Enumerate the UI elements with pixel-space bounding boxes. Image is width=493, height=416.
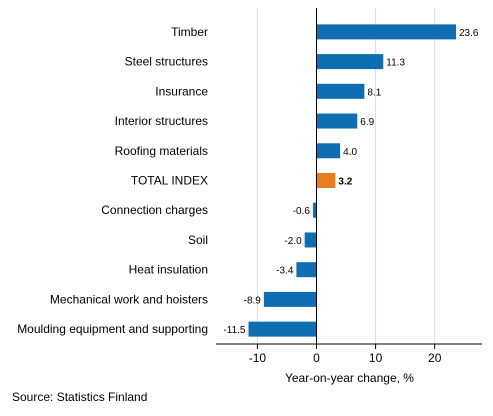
bar	[316, 113, 358, 129]
data-label: 3.2	[338, 177, 352, 188]
bar	[316, 24, 456, 40]
category-label: Soil	[188, 233, 208, 247]
category-label: Heat insulation	[129, 263, 208, 277]
x-tick-label: 20	[428, 351, 442, 365]
bar	[248, 321, 317, 337]
data-label: -2.0	[284, 236, 302, 247]
x-tick-label: 10	[369, 351, 383, 365]
bar	[304, 232, 317, 248]
data-label: -8.9	[244, 295, 262, 306]
bars	[248, 24, 456, 337]
bar-chart: Timber Steel structures Insurance Interior …	[17, 8, 482, 385]
data-label: 4.0	[343, 147, 357, 158]
data-label: 11.3	[386, 58, 405, 69]
bar	[296, 262, 317, 278]
bar	[316, 143, 341, 159]
category-label: Mechanical work and hoisters	[50, 292, 208, 306]
data-label: 23.6	[459, 28, 479, 39]
source-note: Source: Statistics Finland	[12, 390, 148, 404]
bar	[316, 54, 384, 70]
bar	[263, 291, 317, 307]
bar	[316, 83, 365, 99]
x-axis: -10 0 10 20	[216, 343, 482, 365]
data-label: 8.1	[367, 87, 381, 98]
category-label: Timber	[171, 25, 208, 39]
category-labels: Timber Steel structures Insurance Interior …	[17, 25, 208, 336]
category-label: Connection charges	[101, 203, 208, 217]
x-tick-label: 0	[313, 351, 320, 365]
x-axis-title: Year-on-year change, %	[285, 371, 414, 385]
category-label: Moulding equipment and supporting	[17, 322, 208, 336]
category-label: Roofing materials	[115, 144, 208, 158]
category-label: TOTAL INDEX	[131, 174, 208, 188]
category-label: Steel structures	[125, 55, 208, 69]
category-label: Insurance	[155, 84, 208, 98]
data-label: -0.6	[293, 206, 311, 217]
data-label: -11.5	[223, 325, 245, 336]
data-label: 6.9	[360, 117, 374, 128]
x-tick-label: -10	[249, 351, 267, 365]
category-label: Interior structures	[115, 114, 208, 128]
bar	[312, 202, 317, 218]
data-labels: 23.6 11.3 8.1 6.9 4.0 3.2 -0.6 -2.0 -3.4 -8.9 -11.…	[223, 28, 478, 336]
data-label: -3.4	[276, 266, 294, 277]
bar	[316, 173, 336, 188]
